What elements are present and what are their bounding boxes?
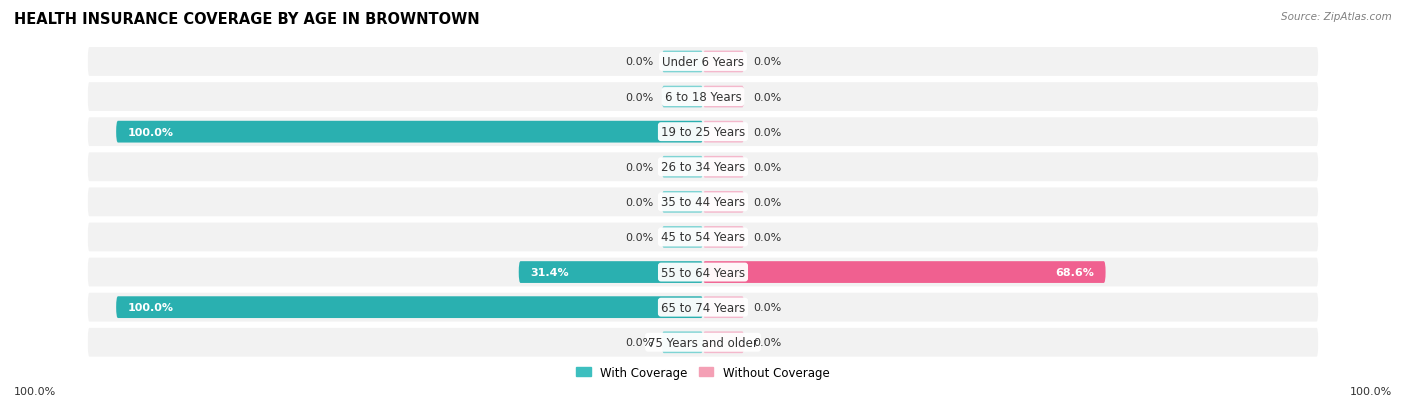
- Text: 0.0%: 0.0%: [624, 162, 654, 172]
- FancyBboxPatch shape: [703, 52, 744, 73]
- FancyBboxPatch shape: [662, 192, 703, 213]
- FancyBboxPatch shape: [703, 261, 1105, 283]
- Text: 0.0%: 0.0%: [752, 197, 782, 207]
- FancyBboxPatch shape: [87, 292, 1319, 323]
- Text: 0.0%: 0.0%: [752, 93, 782, 102]
- Text: HEALTH INSURANCE COVERAGE BY AGE IN BROWNTOWN: HEALTH INSURANCE COVERAGE BY AGE IN BROW…: [14, 12, 479, 27]
- Legend: With Coverage, Without Coverage: With Coverage, Without Coverage: [572, 361, 834, 383]
- Text: 75 Years and older: 75 Years and older: [648, 336, 758, 349]
- FancyBboxPatch shape: [87, 222, 1319, 253]
- Text: 0.0%: 0.0%: [624, 233, 654, 242]
- Text: 100.0%: 100.0%: [1350, 387, 1392, 396]
- FancyBboxPatch shape: [87, 257, 1319, 288]
- Text: 0.0%: 0.0%: [624, 93, 654, 102]
- FancyBboxPatch shape: [703, 226, 744, 248]
- FancyBboxPatch shape: [662, 226, 703, 248]
- FancyBboxPatch shape: [87, 327, 1319, 358]
- Text: 0.0%: 0.0%: [624, 57, 654, 67]
- FancyBboxPatch shape: [703, 121, 744, 143]
- Text: 6 to 18 Years: 6 to 18 Years: [665, 91, 741, 104]
- FancyBboxPatch shape: [117, 121, 703, 143]
- FancyBboxPatch shape: [87, 187, 1319, 218]
- Text: Under 6 Years: Under 6 Years: [662, 56, 744, 69]
- Text: 0.0%: 0.0%: [624, 197, 654, 207]
- Text: 19 to 25 Years: 19 to 25 Years: [661, 126, 745, 139]
- Text: 45 to 54 Years: 45 to 54 Years: [661, 231, 745, 244]
- FancyBboxPatch shape: [519, 261, 703, 283]
- Text: 0.0%: 0.0%: [752, 233, 782, 242]
- Text: 26 to 34 Years: 26 to 34 Years: [661, 161, 745, 174]
- FancyBboxPatch shape: [703, 157, 744, 178]
- FancyBboxPatch shape: [87, 117, 1319, 148]
- Text: 0.0%: 0.0%: [752, 337, 782, 347]
- FancyBboxPatch shape: [703, 192, 744, 213]
- FancyBboxPatch shape: [87, 47, 1319, 78]
- Text: 100.0%: 100.0%: [128, 302, 174, 312]
- Text: Source: ZipAtlas.com: Source: ZipAtlas.com: [1281, 12, 1392, 22]
- Text: 0.0%: 0.0%: [624, 337, 654, 347]
- Text: 100.0%: 100.0%: [128, 127, 174, 138]
- FancyBboxPatch shape: [87, 152, 1319, 183]
- FancyBboxPatch shape: [87, 82, 1319, 113]
- Text: 0.0%: 0.0%: [752, 127, 782, 138]
- Text: 35 to 44 Years: 35 to 44 Years: [661, 196, 745, 209]
- Text: 65 to 74 Years: 65 to 74 Years: [661, 301, 745, 314]
- FancyBboxPatch shape: [117, 297, 703, 318]
- FancyBboxPatch shape: [703, 297, 744, 318]
- FancyBboxPatch shape: [703, 86, 744, 108]
- FancyBboxPatch shape: [662, 86, 703, 108]
- FancyBboxPatch shape: [662, 157, 703, 178]
- FancyBboxPatch shape: [703, 332, 744, 353]
- FancyBboxPatch shape: [662, 52, 703, 73]
- FancyBboxPatch shape: [662, 332, 703, 353]
- Text: 55 to 64 Years: 55 to 64 Years: [661, 266, 745, 279]
- Text: 0.0%: 0.0%: [752, 302, 782, 312]
- Text: 0.0%: 0.0%: [752, 57, 782, 67]
- Text: 31.4%: 31.4%: [530, 267, 569, 278]
- Text: 0.0%: 0.0%: [752, 162, 782, 172]
- Text: 100.0%: 100.0%: [14, 387, 56, 396]
- Text: 68.6%: 68.6%: [1054, 267, 1094, 278]
